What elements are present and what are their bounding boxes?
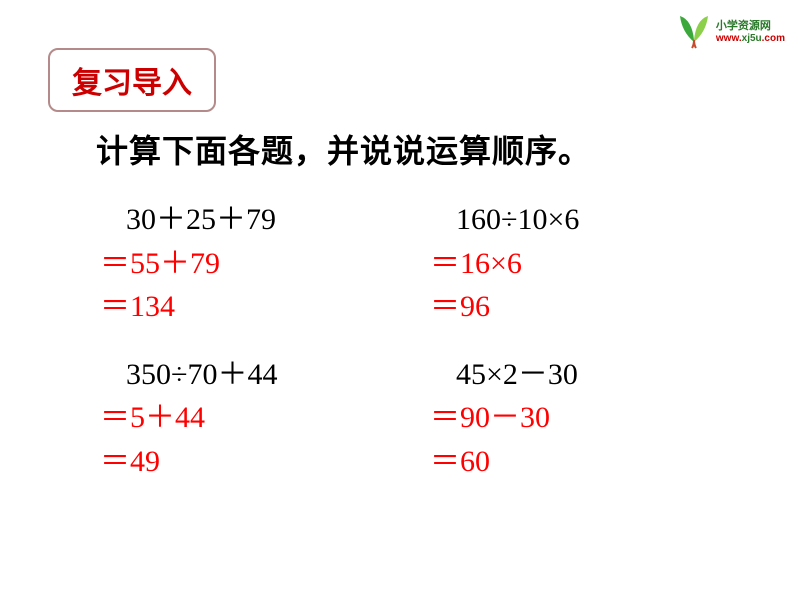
- problem-expression: 45×2－30: [430, 353, 720, 397]
- logo-url-text: www.xj5u.com: [716, 33, 785, 44]
- logo-text: 小学资源网 www.xj5u.com: [716, 17, 785, 44]
- problem-step: ＝16×6: [430, 242, 720, 286]
- problem-expression: 30＋25＋79: [100, 198, 390, 242]
- logo-cn-text: 小学资源网: [716, 17, 785, 33]
- problem-step: ＝49: [100, 440, 390, 484]
- problem-2: 160÷10×6 ＝16×6 ＝96: [430, 198, 720, 329]
- problem-step: ＝134: [100, 285, 390, 329]
- problem-4: 45×2－30 ＝90－30 ＝60: [430, 353, 720, 484]
- problem-1: 30＋25＋79 ＝55＋79 ＝134: [100, 198, 390, 329]
- site-logo: 小学资源网 www.xj5u.com: [674, 10, 785, 50]
- problem-step: ＝60: [430, 440, 720, 484]
- leaf-icon: [674, 10, 714, 50]
- problem-step: ＝55＋79: [100, 242, 390, 286]
- problem-expression: 160÷10×6: [430, 198, 720, 242]
- instruction-text: 计算下面各题，并说说运算顺序。: [96, 126, 591, 172]
- problem-step: ＝90－30: [430, 396, 720, 440]
- problem-step: ＝5＋44: [100, 396, 390, 440]
- problem-grid: 30＋25＋79 ＝55＋79 ＝134 160÷10×6 ＝16×6 ＝96 …: [100, 198, 720, 483]
- problem-step: ＝96: [430, 285, 720, 329]
- problem-3: 350÷70＋44 ＝5＋44 ＝49: [100, 353, 390, 484]
- section-tag: 复习导入: [48, 48, 216, 112]
- problem-expression: 350÷70＋44: [100, 353, 390, 397]
